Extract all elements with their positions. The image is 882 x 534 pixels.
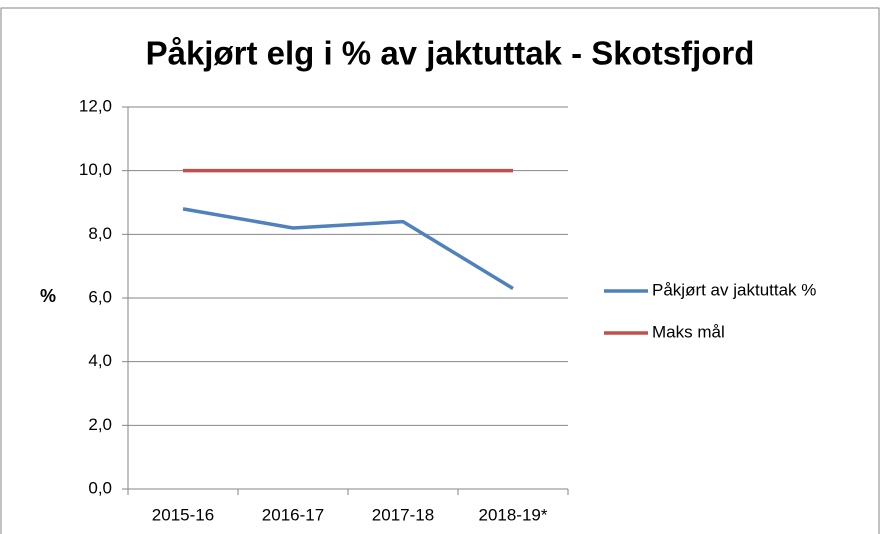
data-line xyxy=(182,207,514,290)
x-tick-label: 2016-17 xyxy=(262,505,324,524)
y-tick-label: 12,0 xyxy=(79,96,112,115)
y-tick-label: 6,0 xyxy=(88,287,112,306)
chart-border xyxy=(0,7,880,534)
legend-label: Maks mål xyxy=(652,322,725,341)
chart-title: Påkjørt elg i % av jaktuttak - Skotsfjor… xyxy=(146,35,755,72)
y-axis-label: % xyxy=(40,286,56,306)
x-tick-label: 2018-19* xyxy=(478,505,547,524)
y-tick-label: 2,0 xyxy=(88,415,112,434)
legend-label: Påkjørt av jaktuttak % xyxy=(652,280,816,299)
y-tick-label: 0,0 xyxy=(88,478,112,497)
y-tick-label: 8,0 xyxy=(88,224,112,243)
x-tick-label: 2017-18 xyxy=(372,505,434,524)
y-tick-label: 4,0 xyxy=(88,351,112,370)
x-tick-label: 2015-16 xyxy=(152,505,214,524)
y-tick-label: 10,0 xyxy=(79,160,112,179)
